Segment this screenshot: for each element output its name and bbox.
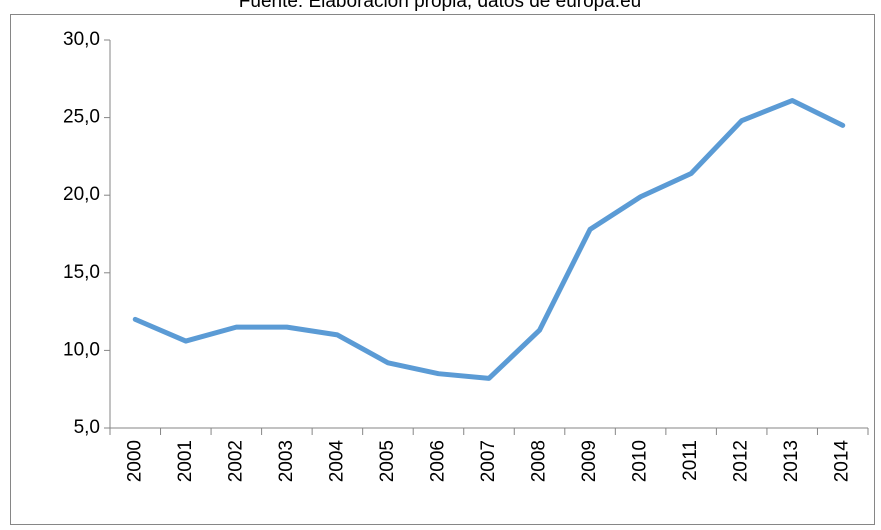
y-tick-label: 25,0 <box>63 107 100 128</box>
x-tick-label: 2005 <box>377 440 398 482</box>
x-tick-label: 2006 <box>427 440 448 482</box>
y-tick-label: 30,0 <box>63 29 100 50</box>
y-tick-label: 10,0 <box>63 339 100 360</box>
x-tick-label: 2004 <box>326 440 347 483</box>
data-line <box>132 98 846 381</box>
x-tick-label: 2010 <box>630 440 651 482</box>
chart-title: Fuente: Elaboración propia, datos de eur… <box>239 0 641 12</box>
x-tick-label: 2011 <box>680 440 701 481</box>
y-tick-label: 15,0 <box>63 262 100 283</box>
x-tick-label: 2009 <box>579 440 600 482</box>
x-tick-label: 2014 <box>832 440 853 483</box>
x-tick-label: 2007 <box>478 440 499 482</box>
x-tick-label: 2012 <box>731 440 752 482</box>
x-tick-label: 2003 <box>276 440 297 482</box>
x-tick-label: 2013 <box>781 440 802 482</box>
chart-border <box>10 14 875 525</box>
x-tick-label: 2002 <box>225 440 246 482</box>
x-tick-label: 2000 <box>124 440 145 482</box>
x-tick-label: 2001 <box>175 440 196 482</box>
y-tick-label: 5,0 <box>74 417 100 438</box>
y-tick-label: 20,0 <box>63 184 100 205</box>
x-tick-label: 2008 <box>529 440 550 482</box>
